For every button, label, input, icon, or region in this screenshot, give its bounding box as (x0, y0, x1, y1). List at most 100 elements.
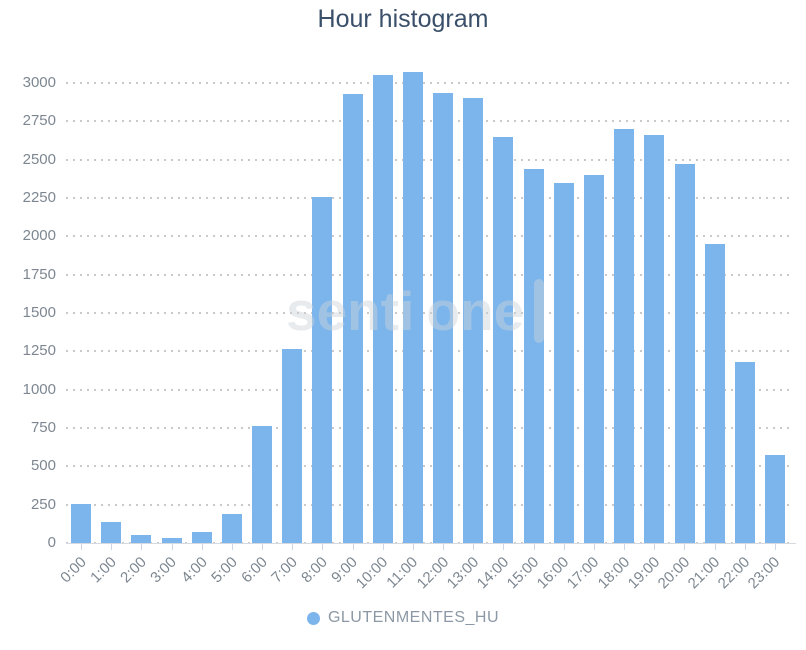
bar-slot (549, 183, 579, 543)
bar-slot (760, 455, 790, 543)
x-axis-tick (593, 544, 595, 550)
x-axis-tick (654, 544, 656, 550)
bar-4:00[interactable] (191, 532, 212, 543)
gridline (66, 273, 790, 276)
x-axis-line (66, 543, 796, 544)
y-axis-tick-label: 1250 (22, 342, 56, 360)
legend: GLUTENMENTES_HU (0, 609, 806, 627)
bar-13:00[interactable] (463, 98, 484, 543)
x-axis-tick (563, 544, 565, 550)
bar-slot (277, 349, 307, 543)
bar-11:00[interactable] (402, 72, 423, 543)
x-axis-tick (624, 544, 626, 550)
bar-9:00[interactable] (342, 94, 363, 543)
bar-18:00[interactable] (614, 129, 635, 543)
y-axis-tick-label: 2500 (22, 150, 56, 168)
bar-slot (157, 538, 187, 543)
bar-slot (639, 135, 669, 543)
x-axis-tick (443, 544, 445, 550)
bar-0:00[interactable] (71, 504, 92, 543)
bar-slot (96, 522, 126, 543)
bar-8:00[interactable] (312, 197, 333, 543)
bar-15:00[interactable] (523, 169, 544, 543)
bar-slot (519, 169, 549, 543)
x-axis-tick (201, 544, 203, 550)
gridline (66, 465, 790, 468)
bar-2:00[interactable] (131, 535, 152, 543)
bar-14:00[interactable] (493, 137, 514, 543)
x-axis-tick (141, 544, 143, 550)
gridline (66, 82, 790, 84)
bar-12:00[interactable] (433, 93, 454, 543)
bar-10:00[interactable] (372, 75, 393, 543)
y-axis-tick-label: 1500 (22, 304, 56, 321)
bar-slot (488, 137, 518, 543)
legend-label: GLUTENMENTES_HU (327, 609, 500, 626)
x-axis-tick (412, 544, 414, 550)
bar-17:00[interactable] (584, 175, 604, 543)
bar-22:00[interactable] (734, 362, 755, 543)
gridline (66, 388, 790, 391)
bar-slot (730, 362, 760, 543)
x-axis-tick (714, 544, 716, 550)
y-axis-tick-label: 750 (30, 419, 56, 436)
x-axis-tick (744, 544, 746, 550)
y-axis-tick-label: 0 (47, 534, 56, 551)
gridline (66, 235, 790, 238)
y-axis-tick-label: 3000 (22, 74, 56, 91)
bar-21:00[interactable] (704, 244, 725, 543)
chart-title: Hour histogram (317, 5, 489, 33)
x-axis-tick (292, 544, 294, 550)
bar-7:00[interactable] (282, 349, 303, 543)
bar-slot (458, 98, 488, 543)
x-axis-tick (352, 544, 354, 550)
bar-1:00[interactable] (101, 522, 122, 543)
x-axis-tick (382, 544, 384, 550)
x-axis-tick (322, 544, 324, 550)
bar-3:00[interactable] (161, 538, 182, 543)
bar-slot (338, 94, 368, 543)
bar-19:00[interactable] (644, 135, 665, 543)
x-axis-tick (231, 544, 233, 550)
x-axis-tick (533, 544, 535, 550)
legend-item[interactable]: GLUTENMENTES_HU (306, 609, 500, 627)
x-axis-tick (81, 544, 83, 550)
legend-marker-icon (306, 611, 320, 625)
bar-slot (247, 426, 277, 543)
x-axis-tick (171, 544, 173, 550)
bar-slot (428, 93, 458, 543)
x-axis-tick (503, 544, 505, 550)
y-axis-tick-label: 2000 (22, 227, 56, 245)
y-axis-tick-label: 2250 (22, 189, 56, 206)
y-axis-tick-label: 250 (30, 495, 56, 513)
y-axis-tick-label: 500 (30, 457, 56, 475)
bar-5:00[interactable] (221, 514, 242, 543)
bar-slot (579, 175, 609, 543)
gridline (66, 312, 790, 314)
gridline (66, 427, 790, 429)
bar-slot (126, 535, 156, 543)
plot-area: senti one (66, 72, 790, 544)
bar-slot (187, 532, 217, 543)
bar-16:00[interactable] (553, 183, 574, 543)
bar-slot (609, 129, 639, 543)
x-axis-tick (111, 544, 113, 550)
bar-slot (398, 72, 428, 543)
y-axis-tick-label: 2750 (22, 112, 56, 130)
x-axis-tick (473, 544, 475, 550)
gridline (66, 158, 790, 161)
x-axis-tick (774, 544, 776, 550)
bar-slot (368, 75, 398, 543)
gridline (66, 503, 790, 506)
gridline (66, 350, 790, 353)
gridline (66, 120, 790, 123)
bars-container (66, 72, 790, 543)
bar-23:00[interactable] (765, 455, 786, 543)
bar-20:00[interactable] (674, 164, 695, 543)
bar-6:00[interactable] (252, 426, 273, 543)
gridline (66, 197, 790, 199)
bar-slot (307, 197, 337, 543)
x-axis-tick (262, 544, 264, 550)
bar-slot (700, 244, 730, 543)
